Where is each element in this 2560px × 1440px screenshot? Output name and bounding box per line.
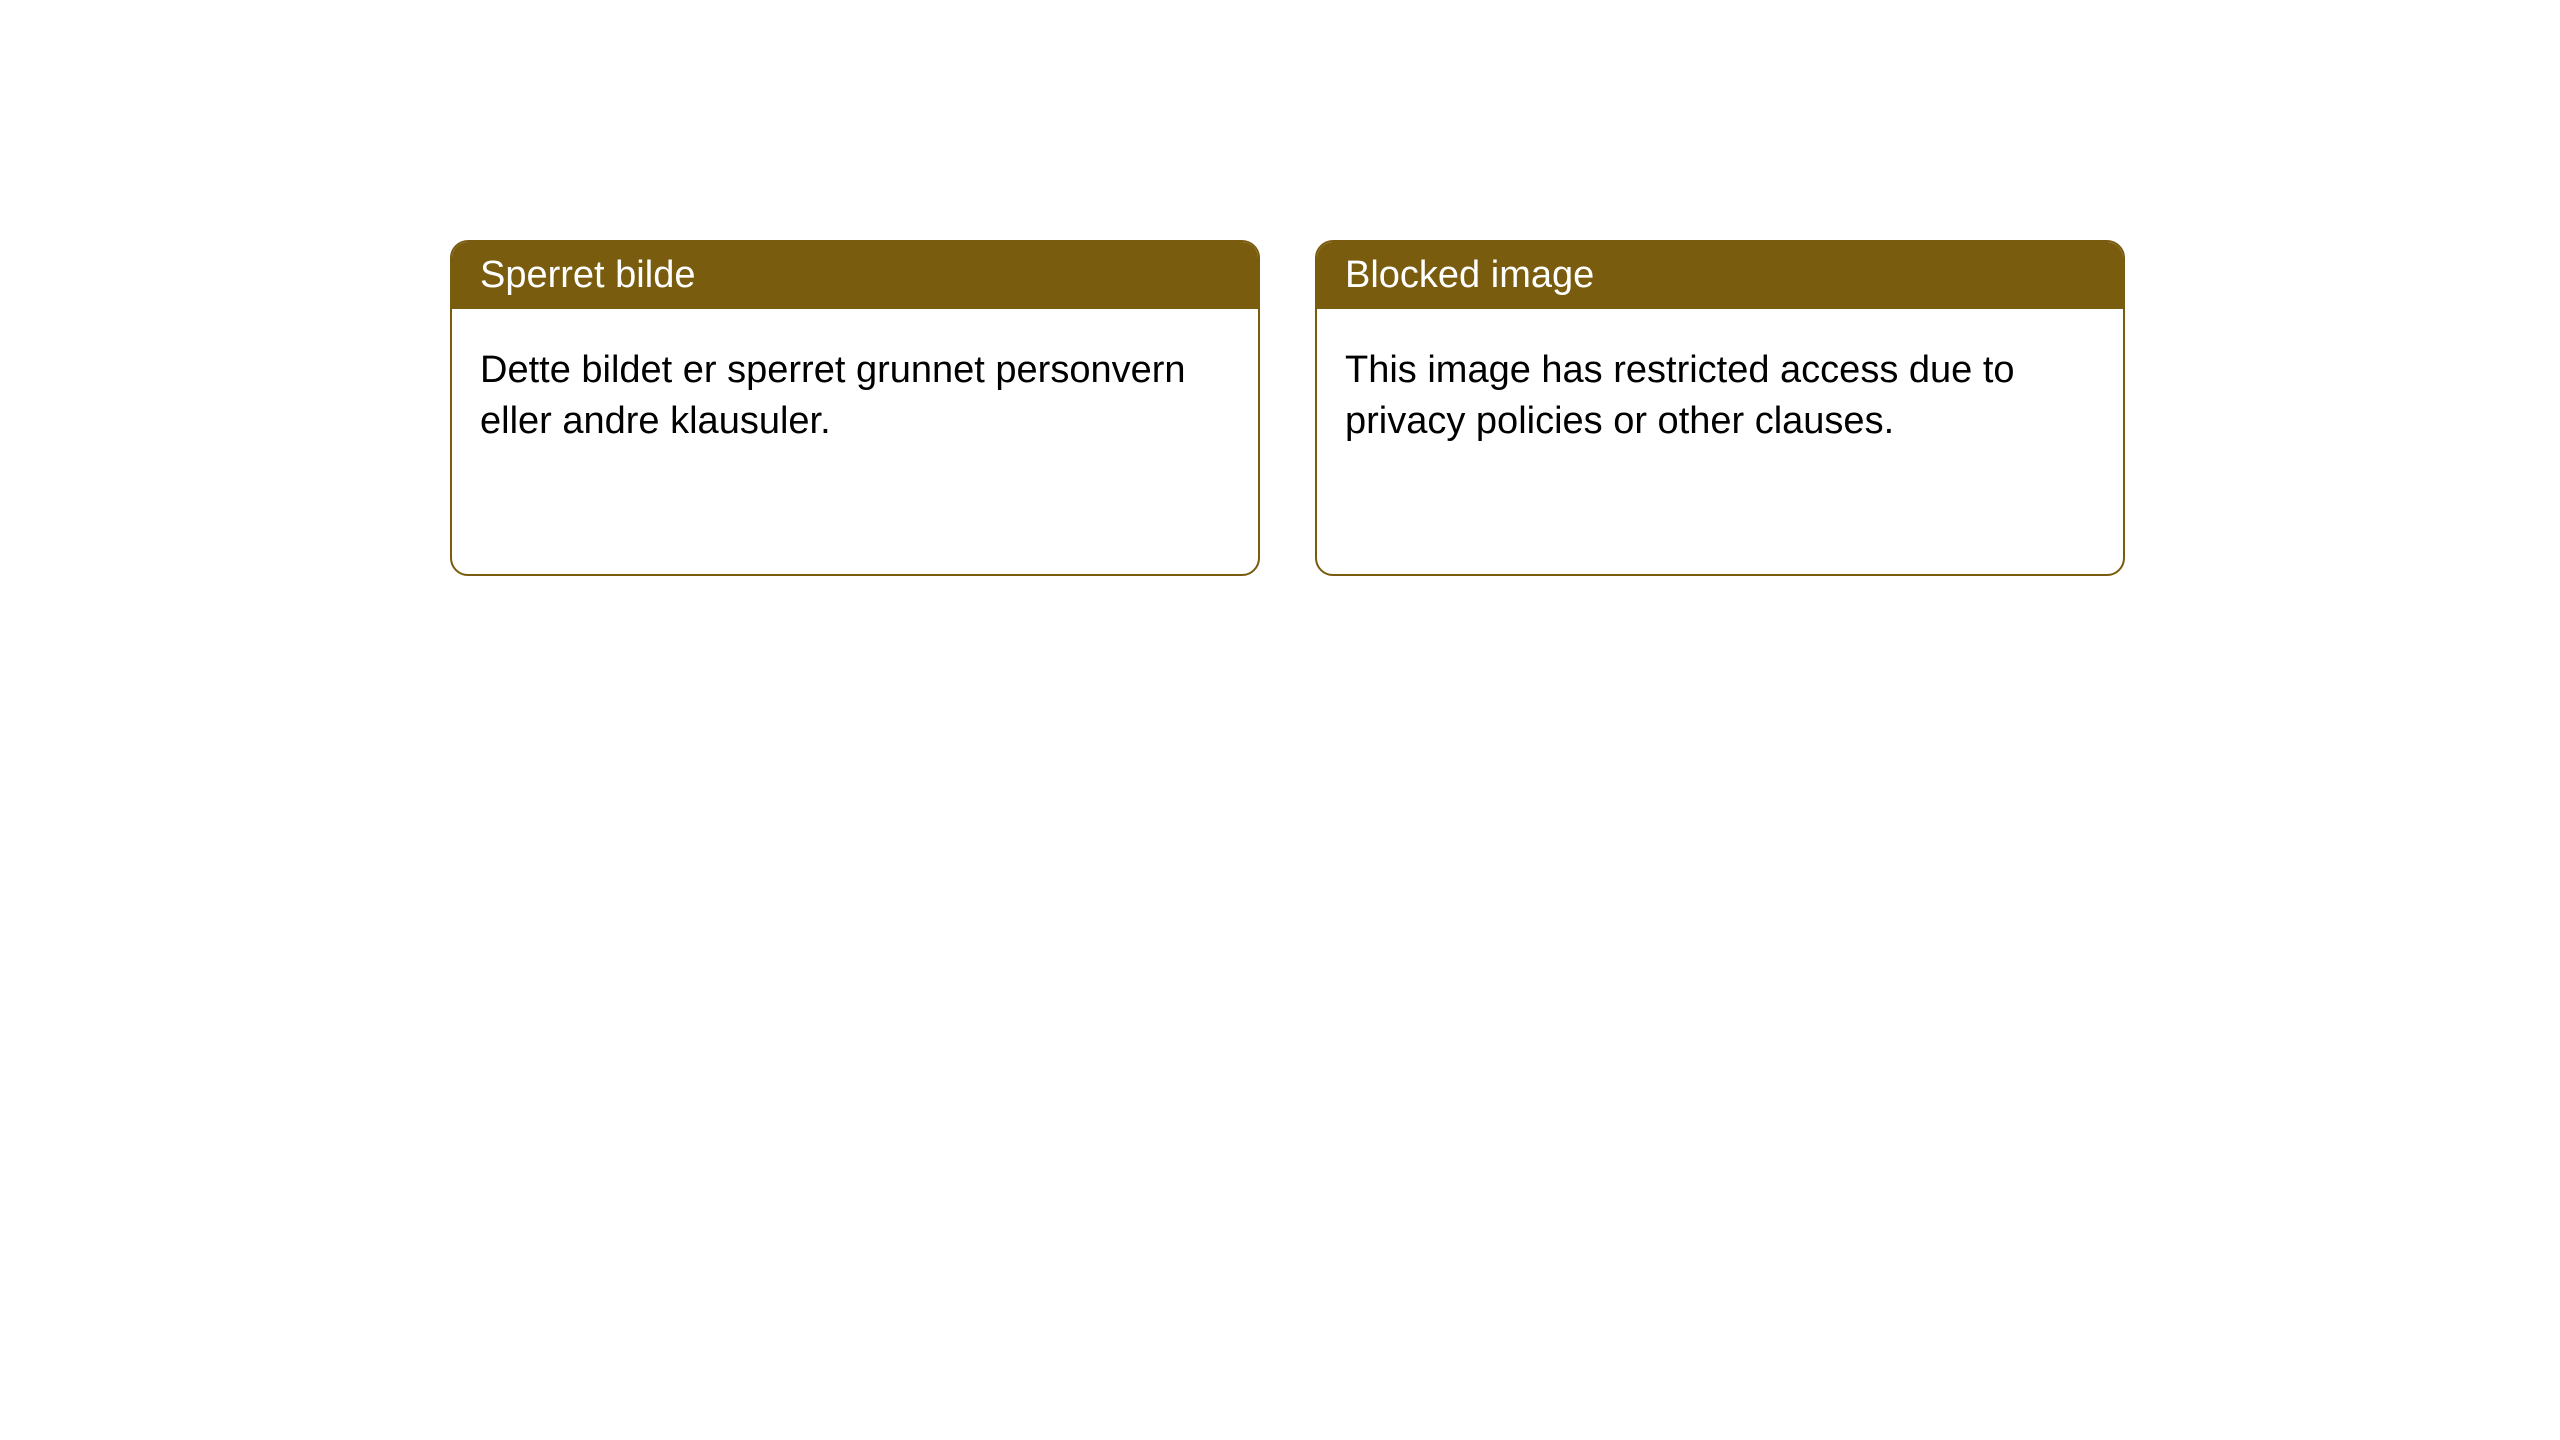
- card-header: Blocked image: [1317, 242, 2123, 309]
- blocked-image-card-en: Blocked image This image has restricted …: [1315, 240, 2125, 576]
- card-body: Dette bildet er sperret grunnet personve…: [452, 309, 1258, 484]
- blocked-image-card-no: Sperret bilde Dette bildet er sperret gr…: [450, 240, 1260, 576]
- notice-container: Sperret bilde Dette bildet er sperret gr…: [450, 240, 2125, 576]
- card-body: This image has restricted access due to …: [1317, 309, 2123, 484]
- card-header: Sperret bilde: [452, 242, 1258, 309]
